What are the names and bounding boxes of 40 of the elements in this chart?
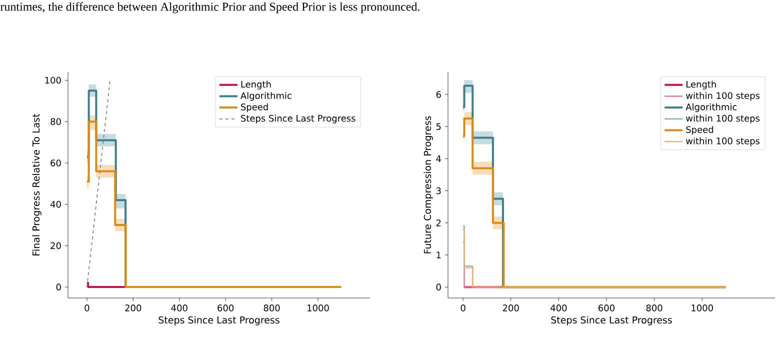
y-tick-label: 80 <box>50 118 61 126</box>
x-tick-label: 600 <box>218 304 234 312</box>
y-tick-label: 5 <box>436 123 441 130</box>
legend-label: Steps Since Last Progress <box>241 114 356 124</box>
x-tick-label: 400 <box>171 304 188 312</box>
x-tick-label: 800 <box>264 304 280 312</box>
y-tick-label: 0 <box>436 284 441 290</box>
x-tick-label: 0 <box>84 304 90 312</box>
legend-label: Speed <box>241 103 268 112</box>
legend-label: Speed <box>686 126 714 135</box>
y-tick-label: 4 <box>436 155 441 162</box>
x-tick-label: 200 <box>502 304 519 312</box>
y-tick-label: 20 <box>50 242 61 250</box>
y-axis-title: Final Progress Relative To Last <box>32 114 42 256</box>
y-tick-label: 2 <box>436 220 441 226</box>
text: runtimes, the difference between Algorithmic Prior and Speed Prior is less pronounced. <box>0 2 420 14</box>
legend-label: Algorithmic <box>240 92 292 101</box>
y-tick-label: 1 <box>436 252 441 258</box>
legend-label: Algorithmic <box>686 103 737 112</box>
x-tick-label: 800 <box>646 304 662 312</box>
x-tick-label: 1000 <box>308 304 329 312</box>
legend-label: within 100 steps <box>686 92 760 101</box>
y-axis-title: Future Compression Progress <box>424 116 433 254</box>
legend-label: within 100 steps <box>686 114 760 124</box>
x-tick-label: 0 <box>460 304 466 312</box>
y-tick-label: 0 <box>56 284 61 290</box>
x-axis-title: Steps Since Last Progress <box>551 316 672 326</box>
x-axis-title: Steps Since Last Progress <box>158 316 280 326</box>
x-tick-label: 200 <box>125 304 142 312</box>
x-tick-label: 1000 <box>692 304 713 312</box>
y-tick-label: 100 <box>45 76 61 84</box>
y-tick-label: 60 <box>50 160 61 166</box>
x-tick-label: 400 <box>550 304 567 312</box>
legend-label: Length <box>241 80 271 90</box>
y-tick-label: 40 <box>50 200 61 208</box>
x-tick-label: 600 <box>598 304 614 312</box>
legend-label: within 100 steps <box>686 137 760 146</box>
y-tick-label: 3 <box>436 187 441 194</box>
y-tick-label: 6 <box>436 91 441 98</box>
legend-label: Length <box>686 80 716 90</box>
